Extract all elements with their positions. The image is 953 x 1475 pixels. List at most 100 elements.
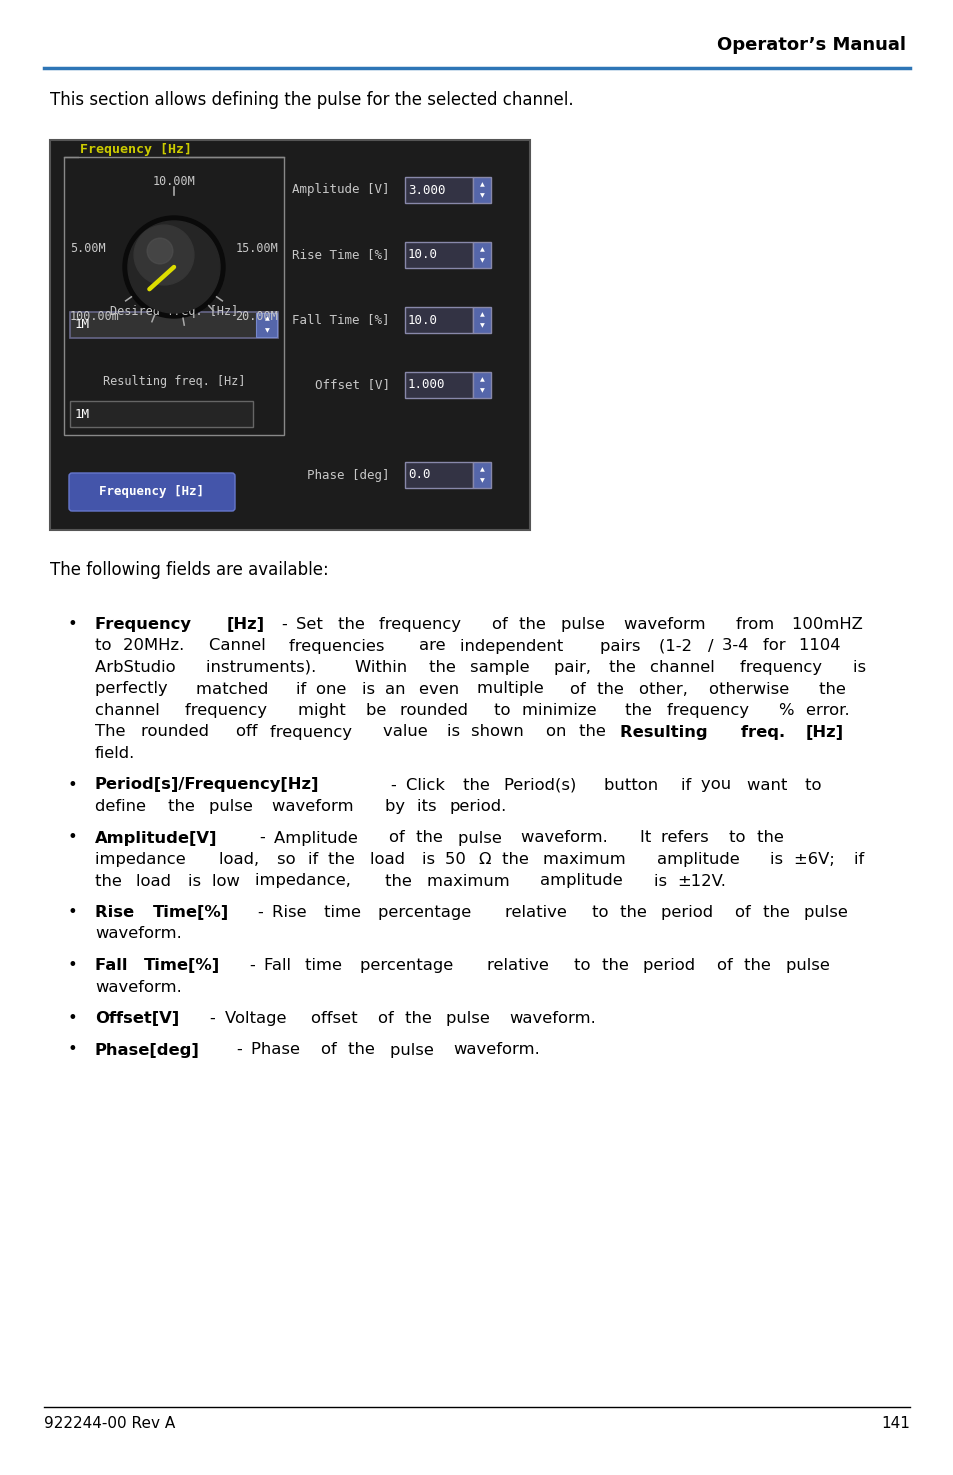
Text: to: to xyxy=(591,906,613,920)
Text: ▲: ▲ xyxy=(479,181,484,187)
Text: Ω: Ω xyxy=(478,853,497,867)
Text: button: button xyxy=(603,777,663,792)
Text: ▲: ▲ xyxy=(479,466,484,472)
Text: •: • xyxy=(68,1043,77,1058)
Text: (1-2: (1-2 xyxy=(659,639,697,653)
Text: Cannel: Cannel xyxy=(209,639,271,653)
Text: matched: matched xyxy=(195,681,273,696)
FancyBboxPatch shape xyxy=(473,462,491,488)
Text: an: an xyxy=(385,681,411,696)
Text: Within: Within xyxy=(355,659,412,676)
Text: one: one xyxy=(315,681,351,696)
Text: the: the xyxy=(168,799,199,814)
Text: 0.0: 0.0 xyxy=(408,469,430,481)
Text: waveform.: waveform. xyxy=(453,1043,539,1058)
Text: Click: Click xyxy=(405,777,450,792)
Text: 141: 141 xyxy=(881,1416,909,1431)
Text: Fall: Fall xyxy=(263,957,295,974)
Text: is: is xyxy=(361,681,379,696)
Text: The: The xyxy=(95,724,131,739)
Text: waveform: waveform xyxy=(623,617,710,631)
Text: of: of xyxy=(492,617,513,631)
Circle shape xyxy=(147,237,172,264)
FancyBboxPatch shape xyxy=(405,242,473,268)
Text: frequency: frequency xyxy=(740,659,827,676)
Text: error.: error. xyxy=(805,704,854,718)
Text: the: the xyxy=(601,957,633,974)
Text: ▼: ▼ xyxy=(479,193,484,198)
FancyBboxPatch shape xyxy=(473,242,491,268)
Text: other,: other, xyxy=(639,681,692,696)
Text: Time[%]: Time[%] xyxy=(144,957,220,974)
Text: want: want xyxy=(746,777,791,792)
Text: pulse: pulse xyxy=(785,957,834,974)
Text: the: the xyxy=(818,681,850,696)
Text: rounded: rounded xyxy=(399,704,473,718)
Text: percentage: percentage xyxy=(377,906,476,920)
Text: 1104: 1104 xyxy=(799,639,845,653)
Text: refers: refers xyxy=(660,830,713,845)
Text: frequency: frequency xyxy=(270,724,357,739)
Text: Rise: Rise xyxy=(272,906,312,920)
Text: Fall: Fall xyxy=(95,957,133,974)
Text: This section allows defining the pulse for the selected channel.: This section allows defining the pulse f… xyxy=(50,91,573,109)
Text: the: the xyxy=(624,704,657,718)
Text: waveform.: waveform. xyxy=(95,979,182,994)
Text: time: time xyxy=(305,957,347,974)
Text: Offset [V]: Offset [V] xyxy=(314,379,390,391)
Text: the: the xyxy=(501,853,534,867)
Text: off: off xyxy=(235,724,262,739)
Text: -: - xyxy=(391,777,402,792)
Text: the: the xyxy=(337,617,370,631)
Text: [Hz]: [Hz] xyxy=(226,617,264,631)
Text: [Hz]: [Hz] xyxy=(804,724,842,739)
Text: the: the xyxy=(429,659,460,676)
Text: pulse: pulse xyxy=(446,1010,495,1027)
Text: percentage: percentage xyxy=(359,957,457,974)
Text: define: define xyxy=(95,799,152,814)
Text: Amplitude [V]: Amplitude [V] xyxy=(293,183,390,196)
Text: 20MHz.: 20MHz. xyxy=(123,639,190,653)
Text: if: if xyxy=(295,681,311,696)
Text: channel: channel xyxy=(95,704,165,718)
Text: the: the xyxy=(608,659,640,676)
Text: ▼: ▼ xyxy=(479,388,484,394)
FancyBboxPatch shape xyxy=(69,473,234,510)
Text: to: to xyxy=(95,639,116,653)
Text: load,: load, xyxy=(218,853,264,867)
Text: 5.00M: 5.00M xyxy=(70,242,106,255)
Text: might: might xyxy=(297,704,351,718)
Text: 1M: 1M xyxy=(75,319,90,332)
Text: %: % xyxy=(779,704,800,718)
Text: if: if xyxy=(853,853,868,867)
Text: shown: shown xyxy=(471,724,529,739)
Text: maximum: maximum xyxy=(543,853,631,867)
Text: waveform: waveform xyxy=(273,799,359,814)
Text: load: load xyxy=(136,873,176,888)
Text: pair,: pair, xyxy=(554,659,596,676)
Text: waveform.: waveform. xyxy=(509,1010,596,1027)
Text: 1.000: 1.000 xyxy=(408,379,445,391)
Text: Set: Set xyxy=(296,617,328,631)
Text: 100mHZ: 100mHZ xyxy=(791,617,867,631)
Text: 1M: 1M xyxy=(75,407,90,420)
Text: •: • xyxy=(68,906,77,920)
Text: otherwise: otherwise xyxy=(708,681,793,696)
Text: pulse: pulse xyxy=(209,799,258,814)
Text: independent: independent xyxy=(459,639,568,653)
Text: to: to xyxy=(729,830,750,845)
Text: the: the xyxy=(348,1043,380,1058)
FancyBboxPatch shape xyxy=(50,140,530,530)
Text: to: to xyxy=(573,957,595,974)
Text: 922244-00 Rev A: 922244-00 Rev A xyxy=(44,1416,175,1431)
Text: the: the xyxy=(761,906,794,920)
Text: impedance,: impedance, xyxy=(254,873,355,888)
Text: Amplitude[V]: Amplitude[V] xyxy=(95,830,217,845)
Text: 10.0: 10.0 xyxy=(408,314,437,326)
Text: perfectly: perfectly xyxy=(95,681,172,696)
Circle shape xyxy=(134,226,193,285)
Text: 100.00m: 100.00m xyxy=(70,311,120,323)
Text: instruments).: instruments). xyxy=(206,659,321,676)
Text: amplitude: amplitude xyxy=(657,853,744,867)
FancyBboxPatch shape xyxy=(473,307,491,333)
